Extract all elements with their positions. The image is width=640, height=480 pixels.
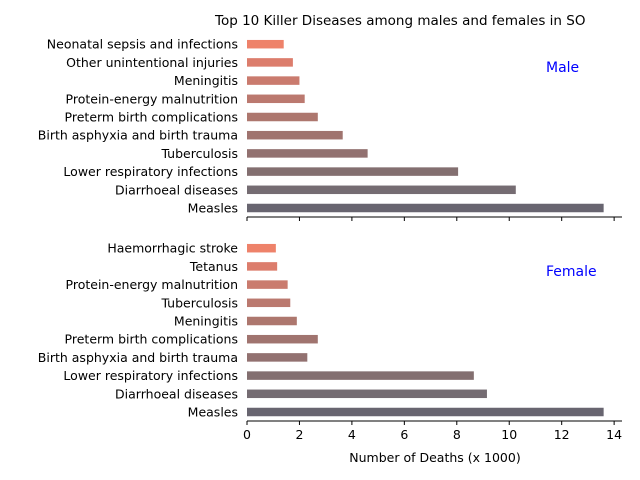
bar — [247, 76, 300, 85]
bar — [247, 185, 516, 195]
male-bars — [247, 39, 604, 213]
category-label: Tuberculosis — [160, 146, 238, 161]
category-label: Lower respiratory infections — [63, 368, 238, 383]
male-x-ticks — [246, 217, 615, 221]
bar — [247, 353, 308, 362]
bar — [247, 280, 288, 289]
male-panel-label: Male — [546, 60, 579, 76]
x-tick-label: 4 — [348, 427, 356, 442]
category-label: Meningitis — [174, 314, 238, 329]
category-label: Protein-energy malnutrition — [66, 91, 238, 106]
bar — [247, 112, 318, 122]
female-category-labels: Measles Diarrhoeal diseases Lower respirat… — [38, 241, 239, 420]
bar — [247, 334, 318, 344]
category-label: Birth asphyxia and birth trauma — [38, 350, 238, 365]
bar — [247, 316, 297, 326]
bar — [247, 39, 284, 49]
x-tick-label: 2 — [295, 427, 303, 442]
category-label: Tuberculosis — [160, 295, 238, 310]
female-panel-label: Female — [546, 264, 597, 280]
bar — [247, 243, 276, 253]
category-label: Haemorrhagic stroke — [107, 241, 238, 256]
male-panel: Measles Diarrhoeal diseases Lower respirat… — [38, 37, 622, 221]
x-tick-label: 12 — [554, 427, 570, 442]
female-x-ticks: 0 2 4 6 8 10 12 14 — [243, 421, 622, 442]
bar — [247, 262, 278, 271]
category-label: Neonatal sepsis and infections — [47, 37, 238, 52]
category-label: Protein-energy malnutrition — [66, 277, 238, 292]
bar — [247, 149, 368, 158]
female-panel: Measles Diarrhoeal diseases Lower respirat… — [38, 241, 622, 442]
x-tick-label: 0 — [243, 427, 251, 442]
bar — [247, 167, 459, 176]
category-label: Measles — [188, 405, 238, 420]
category-label: Birth asphyxia and birth trauma — [38, 128, 238, 143]
category-label: Measles — [188, 201, 238, 216]
x-tick-label: 6 — [400, 427, 408, 442]
category-label: Lower respiratory infections — [63, 164, 238, 179]
category-label: Other unintentional injuries — [66, 55, 238, 70]
bar — [247, 389, 487, 399]
bar — [247, 94, 305, 104]
female-bars — [247, 243, 604, 417]
category-label: Tetanus — [189, 259, 238, 274]
male-category-labels: Measles Diarrhoeal diseases Lower respirat… — [38, 37, 238, 216]
category-label: Preterm birth complications — [65, 332, 238, 347]
category-label: Meningitis — [174, 73, 238, 88]
x-tick-label: 14 — [606, 427, 622, 442]
category-label: Preterm birth complications — [65, 110, 238, 125]
bar — [247, 407, 604, 417]
category-label: Diarrhoeal diseases — [115, 182, 238, 197]
x-axis-label: Number of Deaths (x 1000) — [349, 450, 520, 465]
chart-title: Top 10 Killer Diseases among males and f… — [214, 13, 585, 29]
bar — [247, 298, 291, 308]
bar — [247, 130, 343, 140]
bar — [247, 58, 293, 67]
category-label: Diarrhoeal diseases — [115, 386, 238, 401]
x-tick-label: 8 — [453, 427, 461, 442]
bar — [247, 203, 604, 213]
bar — [247, 371, 474, 380]
x-tick-label: 10 — [501, 427, 517, 442]
